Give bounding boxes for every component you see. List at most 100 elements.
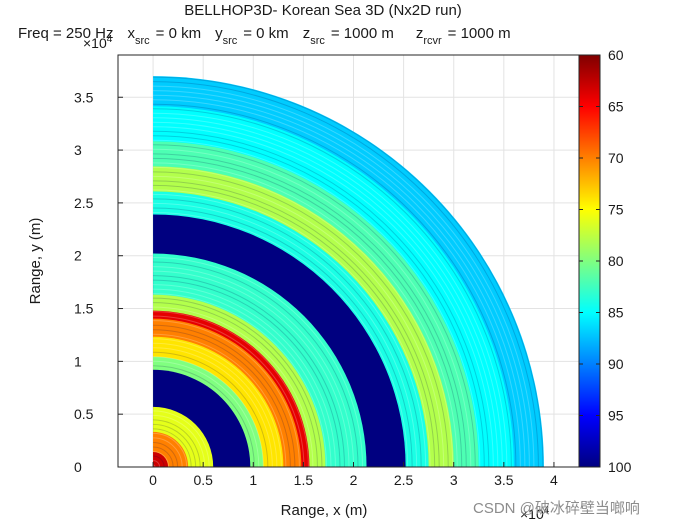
field-ripple	[153, 198, 422, 467]
field-ripple	[153, 419, 201, 467]
colorbar-tick-label: 85	[608, 305, 624, 321]
subtitle-zrcvr: z	[416, 25, 424, 42]
field-ripple	[153, 130, 490, 467]
y-tick-label: 3.5	[74, 89, 94, 105]
y-multiplier-exponent: 4	[107, 34, 113, 45]
field-ripple	[153, 108, 512, 467]
field-ripple	[153, 342, 278, 467]
field-ripple	[153, 144, 476, 467]
field-ripple	[153, 320, 300, 467]
field-ripple	[153, 261, 359, 467]
field-ripple	[153, 90, 530, 467]
field-ripple	[153, 153, 467, 467]
subtitle-zrcvr-val: = 1000 m	[448, 25, 511, 42]
x-tick-label: 4	[550, 472, 558, 488]
field-ripple	[153, 347, 273, 467]
chart-subtitle: Freq = 250 Hz xsrc = 0 km ysrc = 0 km zsrc = 1…	[18, 25, 511, 47]
y-tick-label: 3	[74, 142, 82, 158]
field-ripple	[153, 81, 539, 467]
y-axis: 0 0.5 1 1.5 2 2.5 3 3.5	[74, 89, 123, 475]
field-ripple	[153, 410, 210, 467]
subtitle-ysrc-sub: src	[223, 35, 238, 47]
y-tick-label: 2	[74, 248, 82, 264]
field-ripple	[153, 99, 521, 467]
watermark: CSDN @破冰碎壁当啷响	[473, 500, 640, 517]
x-tick-label: 3.5	[494, 472, 514, 488]
field-ripple	[153, 135, 485, 467]
field-ripple	[153, 414, 206, 467]
x-axis-label: Range, x (m)	[281, 502, 368, 519]
colorbar-tick-label: 80	[608, 253, 624, 269]
y-tick-label: 0	[74, 459, 82, 475]
field-ripple	[153, 85, 535, 467]
x-tick-label: 1.5	[294, 472, 314, 488]
field-ripple	[153, 360, 260, 467]
field-ripple	[153, 356, 264, 467]
x-tick-label: 1	[249, 472, 257, 488]
field-ripple	[153, 193, 427, 467]
colorbar-tick-label: 90	[608, 356, 624, 372]
field-ripple	[153, 450, 170, 467]
field-ripple	[153, 432, 188, 467]
field-ripple	[153, 275, 345, 467]
subtitle-xsrc: x	[127, 25, 135, 42]
field-ripple	[153, 211, 409, 467]
field-ripple	[153, 157, 463, 467]
field-ripple	[153, 333, 287, 467]
tl-field	[152, 76, 544, 467]
field-ripple	[153, 180, 440, 467]
field-ripple	[153, 446, 174, 467]
colorbar-tick-label: 65	[608, 99, 624, 115]
subtitle-xsrc-sub: src	[135, 35, 150, 47]
subtitle-ysrc-val: = 0 km	[243, 25, 288, 42]
y-axis-multiplier: ×104	[83, 34, 113, 51]
field-ripple	[153, 126, 494, 467]
x-tick-label: 2.5	[394, 472, 414, 488]
field-ripple	[153, 257, 364, 467]
field-ripple	[153, 166, 454, 467]
y-multiplier-base: ×10	[83, 35, 107, 51]
field-ripple	[153, 121, 499, 467]
x-multiplier-exponent: 4	[544, 505, 550, 516]
x-tick-label: 3	[450, 472, 458, 488]
field-ripple	[153, 189, 431, 467]
colorbar-tick-label: 100	[608, 459, 632, 475]
x-tick-label: 2	[350, 472, 358, 488]
field-ripple	[153, 338, 282, 467]
subtitle-freq: Freq = 250 Hz	[18, 25, 113, 42]
field-ripple	[153, 324, 296, 467]
field-ripple	[153, 428, 192, 467]
field-ripple	[153, 329, 291, 467]
y-tick-label: 1	[74, 353, 82, 369]
field-band	[153, 451, 169, 467]
subtitle-zsrc-sub: src	[310, 35, 325, 47]
subtitle-zsrc: z	[303, 25, 311, 42]
field-ripple	[153, 441, 179, 467]
subtitle-zsrc-val: = 1000 m	[331, 25, 394, 42]
field-ripple	[153, 94, 526, 467]
field-ripple	[153, 266, 355, 467]
field-ripple	[153, 112, 508, 467]
colorbar-tick-label: 70	[608, 150, 624, 166]
field-ripple	[153, 103, 517, 467]
x-tick-label: 0.5	[193, 472, 213, 488]
colorbar: 60 65 70 75 80 85 90 95 100	[578, 47, 632, 475]
field-ripple	[153, 117, 503, 467]
field-ripple	[153, 76, 544, 467]
field-ripple	[153, 279, 341, 467]
field-ripple	[153, 455, 165, 467]
field-ripple	[153, 365, 255, 467]
field-ripple	[153, 175, 445, 467]
field-ripple	[153, 297, 323, 467]
subtitle-zrcvr-sub: rcvr	[423, 35, 442, 47]
field-ripple	[153, 315, 305, 467]
field-ripple	[153, 293, 327, 467]
field-ripple	[153, 311, 309, 467]
field-ripple	[153, 270, 350, 467]
field-ripple	[153, 171, 449, 467]
y-tick-label: 1.5	[74, 301, 94, 317]
subtitle-xsrc-val: = 0 km	[156, 25, 201, 42]
y-tick-label: 0.5	[74, 406, 94, 422]
x-multiplier-base: ×10	[520, 506, 544, 522]
